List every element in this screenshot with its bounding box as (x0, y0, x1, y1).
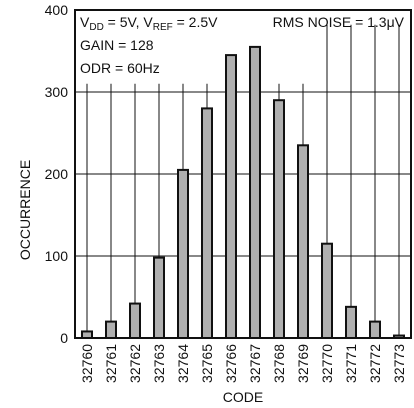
y-tick-label: 300 (45, 84, 69, 100)
x-tick-label: 32760 (79, 344, 95, 383)
y-tick-labels: 0 100 200 300 400 (45, 2, 69, 346)
supply-annotation: VDD = 5V, VREF = 2.5V (80, 14, 218, 33)
x-tick-label: 32762 (127, 344, 143, 383)
bar-32769 (297, 144, 309, 339)
x-tick-label: 32768 (271, 344, 287, 383)
bar-32766 (225, 54, 237, 339)
x-tick-label: 32773 (391, 344, 407, 383)
x-axis-title: CODE (223, 389, 263, 405)
y-tick-label: 400 (45, 2, 69, 18)
y-axis-title: OCCURRENCE (17, 160, 33, 260)
bar-32761 (105, 320, 117, 340)
bar-32771 (345, 305, 357, 339)
bars (81, 45, 405, 340)
y-tick-label: 100 (45, 248, 69, 264)
x-tick-label: 32767 (247, 344, 263, 383)
x-tick-label: 32772 (367, 344, 383, 383)
bar-32765 (201, 107, 213, 340)
bar-32770 (321, 242, 333, 339)
bar-32768 (273, 99, 285, 339)
bar-32772 (369, 320, 381, 340)
x-tick-label: 32764 (175, 344, 191, 383)
x-tick-label: 32771 (343, 344, 359, 383)
x-tick-label: 32765 (199, 344, 215, 383)
x-tick-label: 32766 (223, 344, 239, 383)
x-tick-label: 32770 (319, 344, 335, 383)
x-tick-label: 32769 (295, 344, 311, 383)
x-tick-label: 32761 (103, 344, 119, 383)
odr-annotation: ODR = 60Hz (80, 60, 160, 76)
plot-frame (74, 9, 412, 339)
bar-32763 (153, 256, 165, 340)
bar-32762 (129, 302, 141, 339)
x-tick-labels: 32760 32761 32762 32763 32764 32765 32766 32767… (79, 344, 407, 383)
y-tick-label: 200 (45, 166, 69, 182)
gain-annotation: GAIN = 128 (80, 37, 154, 53)
x-tick-label: 32763 (151, 344, 167, 383)
y-tick-label: 0 (60, 330, 68, 346)
bar-32764 (177, 168, 189, 339)
bar-32767 (249, 45, 261, 340)
noise-annotation: RMS NOISE = 1.3μV (273, 14, 405, 30)
